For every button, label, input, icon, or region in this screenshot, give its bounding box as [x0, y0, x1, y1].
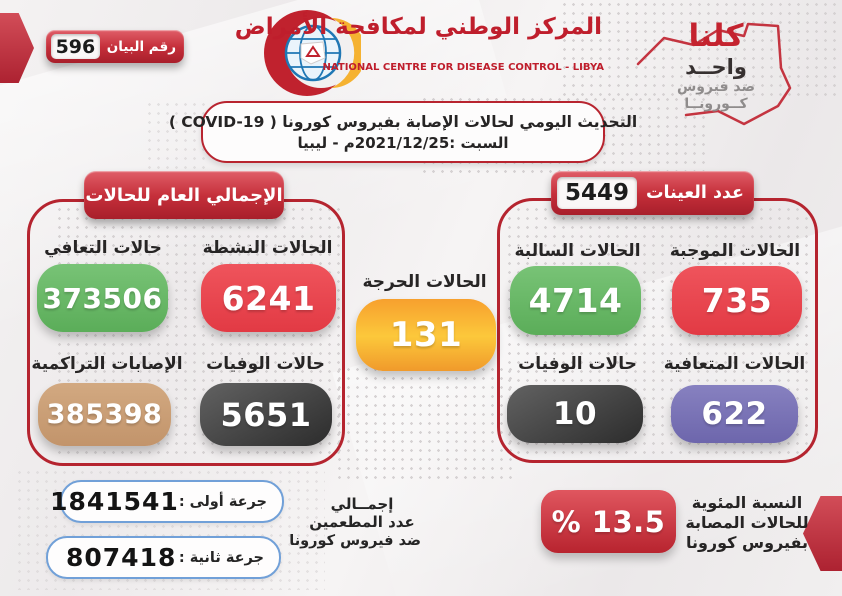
vaccinated-total-line-2: عدد المطعمين [309, 513, 415, 531]
positivity-rate-caption: النسبة المئوية للحالات المصابة بفيروس كو… [682, 493, 812, 553]
second-dose-value: 807418 [66, 543, 177, 572]
daily-recovered-value: 622 [671, 385, 798, 443]
samples-count-badge: عدد العينات 5449 [551, 171, 754, 215]
total-cases-panel-title: الإجمالي العام للحالات [84, 171, 284, 219]
negative-cases-label: الحالات السالبة [514, 241, 641, 261]
dot-pattern [335, 365, 515, 480]
samples-value: 5449 [557, 177, 637, 209]
daily-recovered-label: الحالات المتعافية [663, 354, 806, 374]
libya-map-outline-icon [636, 22, 792, 126]
positivity-caption-line-1: النسبة المئوية [691, 493, 803, 512]
ribbon-arrow-right-pointing-icon [0, 13, 34, 83]
daily-deaths-label: حالات الوفيات [518, 354, 637, 374]
dot-pattern [145, 100, 205, 170]
total-deaths-value: 5651 [200, 383, 332, 446]
positivity-caption-line-2: للحالات المصابة [685, 513, 809, 532]
first-dose-label: جرعة أولى : [178, 493, 267, 510]
cumulative-cases-label: الإصابات التراكمية [31, 354, 183, 374]
org-name-arabic: المركز الوطني لمكافحة الأمراض [234, 14, 602, 40]
ncdc-logo-icon [264, 10, 361, 96]
report-number-value: 596 [51, 34, 100, 59]
org-name-english: NATIONAL CENTRE FOR DISEASE CONTROL - LI… [322, 62, 604, 73]
active-cases-value: 6241 [201, 264, 336, 332]
cumulative-cases-value: 385398 [38, 383, 171, 446]
samples-label: عدد العينات [645, 183, 744, 203]
active-cases-label: الحالات النشطة [202, 238, 333, 258]
campaign-slogan: كلنا واحــد ضد فيروس كــورونــا [650, 18, 782, 113]
negative-cases-value: 4714 [510, 266, 641, 335]
total-deaths-label: حالات الوفيات [206, 354, 325, 374]
vaccinated-total-line-1: إجمــالي [330, 495, 394, 513]
vaccinated-total-line-3: ضد فيروس كورونا [289, 533, 421, 549]
slogan-line-4: كــورونــا [684, 96, 748, 112]
slogan-line-1: كلنا [688, 18, 744, 54]
report-number-label: رقم البيان [106, 38, 176, 55]
critical-cases-label: الحالات الحرجة [362, 272, 487, 292]
second-dose-label: جرعة ثانية : [178, 549, 264, 566]
first-dose-box: جرعة أولى : 1841541 [50, 480, 284, 523]
first-dose-value: 1841541 [50, 487, 179, 516]
title-box: التحديث اليومي لحالات الإصابة بفيروس كور… [169, 101, 637, 163]
total-recovery-label: حالات التعافي [44, 238, 162, 258]
title-date-line: السبت :2021/12/25م - ليبيا [297, 133, 509, 152]
report-number-badge: رقم البيان 596 [46, 30, 184, 63]
positive-cases-label: الحالات الموجبة [669, 241, 801, 261]
slogan-line-2: واحــد [685, 55, 747, 79]
positivity-caption-line-3: بفيروس كورونا [685, 533, 809, 552]
critical-cases-value: 131 [356, 299, 496, 371]
title-line-1: التحديث اليومي لحالات الإصابة بفيروس كور… [168, 112, 638, 131]
positive-cases-value: 735 [672, 266, 802, 335]
slogan-line-3: ضد فيروس [676, 79, 756, 95]
daily-deaths-value: 10 [507, 385, 643, 443]
total-recovery-value: 373506 [37, 264, 168, 332]
second-dose-box: جرعة ثانية : 807418 [46, 536, 281, 579]
vaccinated-total-caption: إجمــالي عدد المطعمين ضد فيروس كورونا [289, 495, 421, 551]
positivity-rate-value: % 13.5 [541, 490, 676, 553]
